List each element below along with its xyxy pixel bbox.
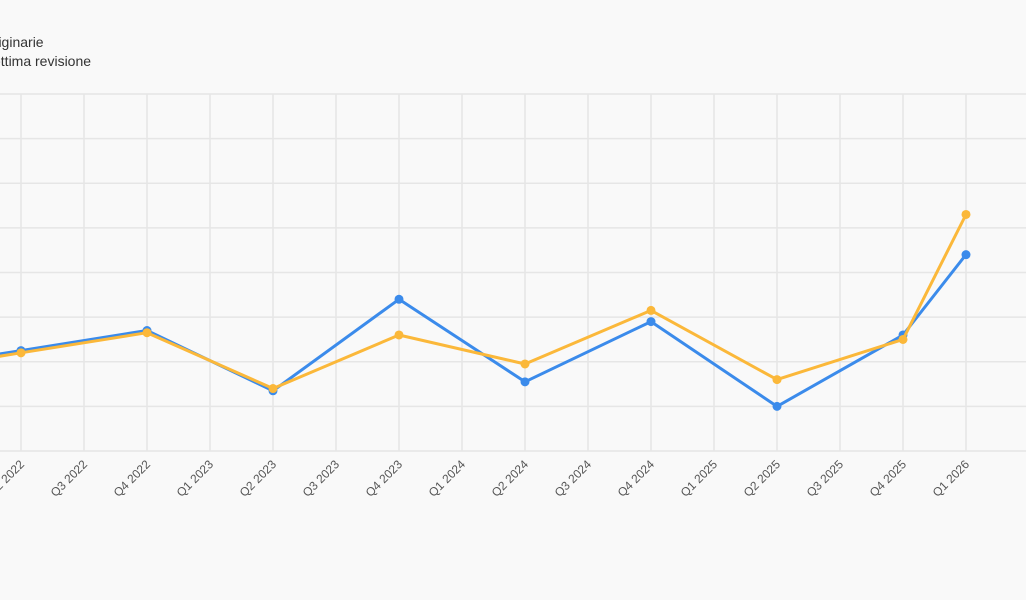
x-tick-label: Q4 2022: [111, 457, 154, 500]
x-tick-label: Q3 2024: [552, 457, 595, 500]
series-line: [0, 253, 968, 408]
grid: [0, 93, 1026, 452]
series-settima-revisione: [0, 209, 971, 394]
data-point: [772, 375, 782, 385]
data-point: [772, 401, 782, 411]
legend: originarie settima revisione: [0, 34, 91, 69]
data-point: [646, 317, 656, 327]
data-point: [898, 334, 908, 344]
x-tick-label: Q4 2024: [615, 457, 658, 500]
x-tick-label: Q2 2024: [489, 457, 532, 500]
x-tick-label: Q1 2026: [930, 457, 973, 500]
x-tick-label: Q4 2025: [867, 457, 910, 500]
data-point: [520, 377, 530, 387]
series-line: [0, 213, 968, 390]
x-tick-label: Q3 2023: [300, 457, 343, 500]
x-tick-label: Q1 2024: [426, 457, 469, 500]
data-point: [961, 209, 971, 219]
data-point: [646, 305, 656, 315]
x-tick-label: Q1 2023: [174, 457, 217, 500]
x-tick-label: Q3 2022: [48, 457, 91, 500]
legend-label: settima revisione: [0, 53, 91, 69]
x-tick-label: Q1 2025: [678, 457, 721, 500]
legend-label: originarie: [0, 34, 44, 50]
data-point: [394, 330, 404, 340]
data-point: [520, 359, 530, 369]
data-point: [268, 384, 278, 394]
x-tick-label: Q2 2022: [0, 457, 27, 500]
data-point: [961, 250, 971, 260]
x-tick-label: Q3 2025: [804, 457, 847, 500]
data-point: [142, 328, 152, 338]
data-point: [16, 348, 26, 358]
data-point: [394, 294, 404, 304]
x-tick-label: Q2 2023: [237, 457, 280, 500]
x-tick-label: Q4 2023: [363, 457, 406, 500]
x-tick-label: Q2 2025: [741, 457, 784, 500]
